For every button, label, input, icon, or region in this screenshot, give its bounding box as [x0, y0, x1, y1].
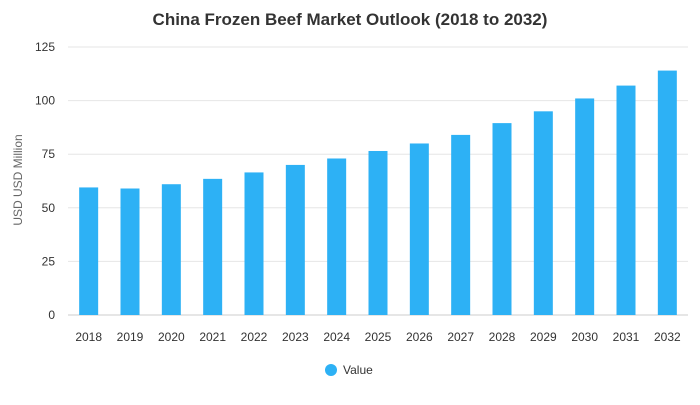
chart-title: China Frozen Beef Market Outlook (2018 t… [153, 10, 548, 29]
x-tick-label: 2031 [613, 330, 640, 344]
bar-2024 [327, 158, 347, 315]
x-tick-label: 2027 [447, 330, 474, 344]
x-tick-label: 2029 [530, 330, 557, 344]
y-tick-label: 125 [35, 40, 55, 54]
bar-2028 [492, 123, 512, 315]
bars [79, 70, 677, 316]
x-tick-label: 2023 [282, 330, 309, 344]
y-tick-label: 75 [42, 147, 56, 161]
x-tick-label: 2018 [75, 330, 102, 344]
bar-2031 [616, 85, 636, 315]
bar-2018 [79, 187, 99, 315]
x-tick-label: 2025 [365, 330, 392, 344]
y-tick-label: 0 [48, 308, 55, 322]
y-tick-label: 50 [42, 201, 56, 215]
y-tick-label: 25 [42, 254, 56, 268]
bar-2023 [285, 164, 305, 315]
bar-2020 [161, 184, 181, 315]
y-axis-ticks: 0 25 50 75 100 125 [35, 40, 55, 322]
x-tick-label: 2024 [323, 330, 350, 344]
bar-2025 [368, 150, 388, 315]
bar-2019 [120, 188, 140, 315]
x-tick-label: 2021 [199, 330, 226, 344]
x-axis-ticks: 2018 2019 2020 2021 2022 2023 2024 2025 2026 2027… [75, 330, 681, 344]
x-tick-label: 2022 [241, 330, 268, 344]
bar-2026 [409, 143, 429, 315]
legend-label-value: Value [343, 363, 373, 377]
legend-swatch-value [325, 364, 337, 376]
bar-2021 [203, 178, 223, 315]
bar-2027 [451, 134, 471, 315]
y-axis-label: USD USD Million [11, 134, 25, 225]
bar-2022 [244, 172, 264, 315]
x-tick-label: 2019 [117, 330, 144, 344]
y-tick-label: 100 [35, 94, 55, 108]
bar-2032 [657, 70, 677, 315]
bar-2030 [575, 98, 595, 316]
bar-2029 [533, 111, 553, 315]
legend: Value [325, 363, 373, 377]
x-tick-label: 2028 [489, 330, 516, 344]
x-tick-label: 2030 [571, 330, 598, 344]
x-tick-label: 2032 [654, 330, 681, 344]
x-tick-label: 2020 [158, 330, 185, 344]
x-tick-label: 2026 [406, 330, 433, 344]
